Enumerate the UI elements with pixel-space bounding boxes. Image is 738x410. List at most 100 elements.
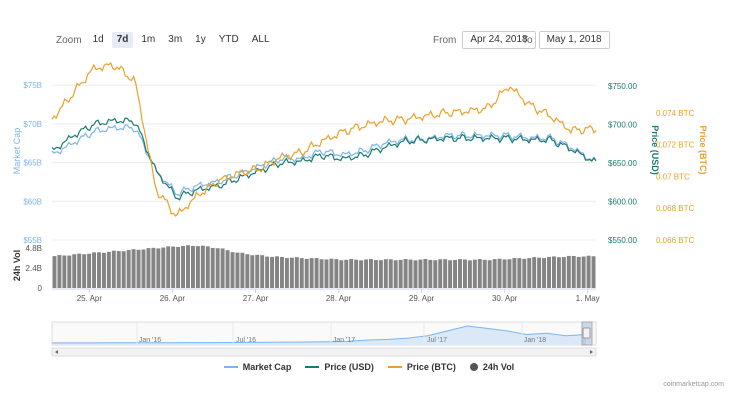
volume-bar bbox=[334, 259, 339, 288]
zoom-1m-button[interactable]: 1m bbox=[141, 34, 156, 45]
volume-bar bbox=[364, 259, 369, 288]
range-from: From Apr 24, 2018 bbox=[433, 31, 536, 49]
volume-bar bbox=[52, 256, 57, 288]
volume-bar bbox=[309, 258, 314, 288]
volume-bar bbox=[561, 257, 566, 288]
x-tick-label: 27. Apr bbox=[243, 294, 269, 303]
price-usd-tick-label: $600.00 bbox=[608, 197, 637, 206]
volume-bar bbox=[393, 260, 398, 288]
range-from-label: From bbox=[433, 34, 457, 46]
volume-bar bbox=[141, 249, 146, 288]
navigator-line bbox=[52, 325, 587, 344]
volume-bar bbox=[279, 257, 284, 288]
volume-bar bbox=[92, 252, 97, 288]
volume-bar bbox=[77, 253, 82, 288]
volume-bar bbox=[314, 258, 319, 288]
volume-bar bbox=[299, 258, 304, 288]
legend-item-market-cap[interactable]: Market Cap bbox=[223, 362, 291, 372]
volume-bar bbox=[245, 254, 250, 288]
zoom-label: Zoom bbox=[56, 34, 82, 46]
volume-bar bbox=[156, 248, 161, 288]
volume-bar bbox=[388, 259, 393, 288]
volume-bar bbox=[106, 251, 111, 288]
volume-bar bbox=[260, 255, 265, 288]
volume-bar bbox=[72, 254, 77, 288]
volume-bar bbox=[225, 250, 230, 288]
navigator-area bbox=[52, 326, 586, 345]
volume-bar bbox=[57, 255, 62, 288]
volume-bar bbox=[423, 259, 428, 288]
navigator-handle[interactable] bbox=[582, 327, 591, 339]
x-tick-label: 25. Apr bbox=[77, 294, 103, 303]
zoom-all-button[interactable]: ALL bbox=[251, 34, 270, 45]
navigator-tick-label: Jul '17 bbox=[427, 337, 447, 344]
legend-item-volume[interactable]: 24h Vol bbox=[469, 362, 514, 372]
legend-label-price-usd: Price (USD) bbox=[324, 362, 374, 372]
volume-tick-label: 4.8B bbox=[26, 244, 42, 253]
market-cap-tick-label: $60B bbox=[23, 197, 42, 206]
range-from-input[interactable]: Apr 24, 2018 bbox=[462, 31, 536, 49]
volume-axis-title: 24h Vol bbox=[12, 250, 22, 281]
volume-bar bbox=[349, 259, 354, 288]
range-to: To May 1, 2018 bbox=[522, 31, 610, 49]
volume-bars bbox=[52, 245, 596, 288]
range-to-input[interactable]: May 1, 2018 bbox=[538, 31, 610, 49]
volume-bar bbox=[522, 258, 527, 288]
volume-bar bbox=[294, 257, 299, 288]
volume-bar bbox=[270, 256, 275, 288]
zoom-ytd-button[interactable]: YTD bbox=[218, 34, 239, 45]
volume-bar bbox=[453, 260, 458, 288]
legend-dot-volume bbox=[469, 363, 478, 371]
volume-bar bbox=[571, 255, 576, 288]
volume-tick-label: 0 bbox=[38, 284, 43, 293]
volume-bar bbox=[566, 255, 571, 288]
legend-swatch-price-usd bbox=[305, 366, 320, 368]
legend-item-price-btc[interactable]: Price (BTC) bbox=[387, 362, 456, 372]
volume-bar bbox=[319, 259, 324, 288]
volume-bar bbox=[82, 254, 87, 288]
volume-bar bbox=[200, 245, 205, 288]
volume-bar bbox=[171, 246, 176, 288]
volume-bar bbox=[255, 254, 260, 288]
volume-bar bbox=[166, 246, 171, 288]
legend-item-price-usd[interactable]: Price (USD) bbox=[305, 362, 374, 372]
price-usd-line bbox=[51, 117, 597, 201]
volume-bar bbox=[359, 260, 364, 288]
zoom-3m-button[interactable]: 3m bbox=[168, 34, 183, 45]
scroll-right-icon[interactable] bbox=[590, 350, 593, 354]
price-btc-tick-label: 0.068 BTC bbox=[656, 204, 694, 213]
volume-bar bbox=[220, 248, 225, 288]
volume-bar bbox=[195, 246, 200, 288]
volume-bar bbox=[428, 259, 433, 288]
volume-bar bbox=[517, 258, 522, 288]
scrollbar-track[interactable] bbox=[51, 347, 597, 357]
volume-bar bbox=[369, 259, 373, 288]
price-btc-tick-label: 0.066 BTC bbox=[656, 236, 694, 245]
volume-tick-label: 2.4B bbox=[26, 264, 42, 273]
zoom-1y-button[interactable]: 1y bbox=[195, 34, 206, 45]
volume-bar bbox=[512, 258, 517, 288]
volume-bar bbox=[126, 249, 131, 288]
zoom-7d-button[interactable]: 7d bbox=[111, 32, 134, 48]
price-usd-tick-label: $650.00 bbox=[608, 159, 637, 168]
scroll-left-icon[interactable] bbox=[55, 350, 58, 354]
price-btc-tick-label: 0.074 BTC bbox=[656, 109, 694, 118]
volume-bar bbox=[373, 260, 378, 288]
volume-bar bbox=[62, 255, 67, 288]
volume-bar bbox=[186, 245, 190, 288]
x-tick-label: 1. May bbox=[576, 294, 600, 303]
volume-bar bbox=[329, 258, 334, 288]
price-btc-tick-label: 0.07 BTC bbox=[656, 172, 690, 181]
volume-bar bbox=[87, 253, 92, 288]
zoom-1d-button[interactable]: 1d bbox=[92, 34, 104, 45]
volume-bar bbox=[116, 251, 121, 288]
volume-bar bbox=[492, 259, 497, 288]
legend-swatch-price-btc bbox=[387, 366, 402, 368]
price-usd-tick-label: $700.00 bbox=[608, 120, 637, 129]
price-usd-tick-label: $550.00 bbox=[608, 236, 637, 245]
volume-bar bbox=[576, 256, 581, 288]
volume-bar bbox=[532, 257, 537, 288]
volume-bar bbox=[210, 247, 215, 288]
volume-bar bbox=[551, 256, 556, 288]
volume-bar bbox=[477, 259, 482, 288]
